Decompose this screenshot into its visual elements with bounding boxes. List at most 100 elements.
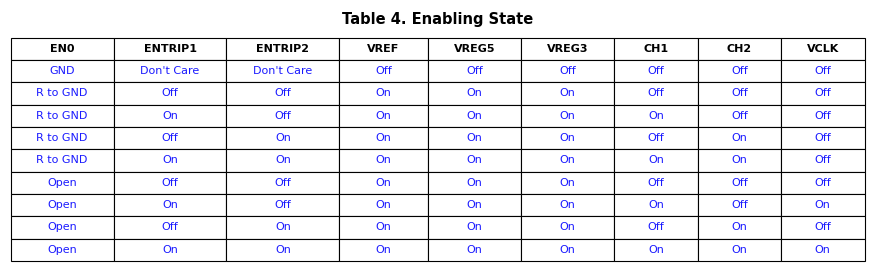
Text: R to GND: R to GND: [37, 133, 88, 143]
Text: On: On: [275, 245, 290, 255]
Bar: [781, 172, 864, 194]
Bar: [10, 82, 114, 105]
Bar: [614, 105, 697, 127]
Bar: [697, 38, 781, 60]
Text: On: On: [375, 200, 391, 210]
Text: Off: Off: [731, 89, 748, 98]
Bar: [521, 127, 614, 149]
Bar: [340, 216, 428, 239]
Bar: [114, 149, 227, 172]
Bar: [428, 239, 521, 261]
Text: Off: Off: [648, 222, 664, 232]
Text: On: On: [375, 155, 391, 165]
Text: On: On: [560, 178, 576, 188]
Text: Off: Off: [648, 89, 664, 98]
Text: On: On: [466, 222, 482, 232]
Bar: [697, 216, 781, 239]
Text: Off: Off: [466, 66, 483, 76]
Bar: [614, 38, 697, 60]
Text: Don't Care: Don't Care: [140, 66, 200, 76]
Bar: [10, 60, 114, 82]
Bar: [781, 149, 864, 172]
Text: On: On: [732, 222, 747, 232]
Bar: [340, 127, 428, 149]
Text: Off: Off: [275, 178, 291, 188]
Bar: [428, 60, 521, 82]
Text: Off: Off: [815, 133, 831, 143]
Text: Off: Off: [375, 66, 392, 76]
Bar: [781, 38, 864, 60]
Bar: [697, 127, 781, 149]
Bar: [340, 194, 428, 216]
Text: Open: Open: [47, 222, 77, 232]
Bar: [428, 172, 521, 194]
Bar: [521, 216, 614, 239]
Bar: [340, 239, 428, 261]
Text: On: On: [466, 89, 482, 98]
Bar: [10, 239, 114, 261]
Bar: [227, 82, 340, 105]
Bar: [10, 38, 114, 60]
Text: On: On: [162, 111, 178, 121]
Text: Off: Off: [275, 111, 291, 121]
Text: Off: Off: [275, 200, 291, 210]
Text: On: On: [560, 200, 576, 210]
Text: Off: Off: [162, 178, 178, 188]
Text: Open: Open: [47, 200, 77, 210]
Bar: [697, 239, 781, 261]
Bar: [340, 82, 428, 105]
Bar: [781, 216, 864, 239]
Text: On: On: [648, 245, 664, 255]
Text: On: On: [466, 200, 482, 210]
Text: GND: GND: [49, 66, 74, 76]
Bar: [521, 82, 614, 105]
Text: Off: Off: [815, 89, 831, 98]
Text: Off: Off: [731, 200, 748, 210]
Text: EN0: EN0: [50, 44, 74, 54]
Text: On: On: [560, 133, 576, 143]
Bar: [114, 172, 227, 194]
Bar: [114, 60, 227, 82]
Text: Off: Off: [815, 111, 831, 121]
Text: On: On: [375, 133, 391, 143]
Text: On: On: [275, 155, 290, 165]
Text: Off: Off: [162, 133, 178, 143]
Text: Open: Open: [47, 178, 77, 188]
Bar: [614, 127, 697, 149]
Bar: [614, 82, 697, 105]
Text: On: On: [648, 111, 664, 121]
Bar: [781, 60, 864, 82]
Bar: [697, 82, 781, 105]
Bar: [428, 127, 521, 149]
Text: CH1: CH1: [643, 44, 668, 54]
Text: On: On: [162, 200, 178, 210]
Text: Off: Off: [815, 66, 831, 76]
Text: Off: Off: [648, 178, 664, 188]
Bar: [614, 194, 697, 216]
Text: Open: Open: [47, 245, 77, 255]
Text: On: On: [275, 133, 290, 143]
Text: On: On: [466, 155, 482, 165]
Text: On: On: [815, 200, 830, 210]
Bar: [697, 194, 781, 216]
Bar: [428, 194, 521, 216]
Text: On: On: [275, 222, 290, 232]
Text: CH2: CH2: [727, 44, 752, 54]
Bar: [114, 239, 227, 261]
Bar: [521, 239, 614, 261]
Text: R to GND: R to GND: [37, 89, 88, 98]
Bar: [227, 239, 340, 261]
Bar: [340, 38, 428, 60]
Bar: [340, 60, 428, 82]
Bar: [521, 149, 614, 172]
Bar: [227, 105, 340, 127]
Bar: [10, 105, 114, 127]
Bar: [521, 172, 614, 194]
Bar: [10, 127, 114, 149]
Bar: [227, 172, 340, 194]
Bar: [227, 60, 340, 82]
Bar: [781, 194, 864, 216]
Bar: [428, 38, 521, 60]
Bar: [340, 172, 428, 194]
Bar: [428, 105, 521, 127]
